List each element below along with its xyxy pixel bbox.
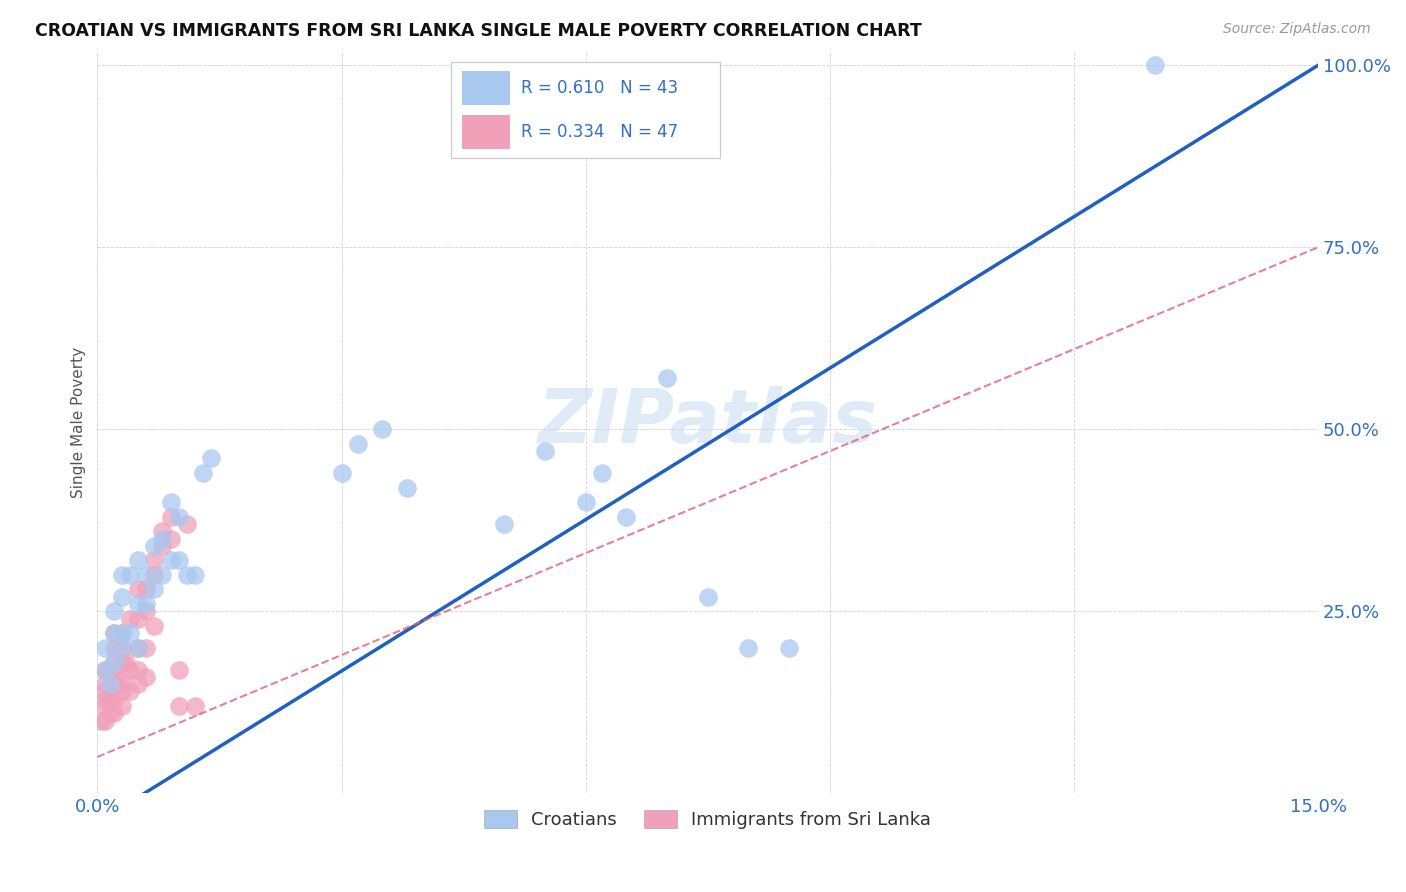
Immigrants from Sri Lanka — [118, 612, 141, 626]
Immigrants from Sri Lanka — [127, 677, 149, 691]
Croatians — [371, 422, 394, 436]
Croatians — [135, 597, 157, 611]
Immigrants from Sri Lanka — [152, 524, 174, 539]
Croatians — [103, 604, 125, 618]
Immigrants from Sri Lanka — [167, 698, 190, 713]
Croatians — [159, 553, 181, 567]
Immigrants from Sri Lanka — [118, 663, 141, 677]
Croatians — [1144, 58, 1167, 72]
Croatians — [737, 640, 759, 655]
Legend: Croatians, Immigrants from Sri Lanka: Croatians, Immigrants from Sri Lanka — [477, 803, 938, 837]
Immigrants from Sri Lanka — [94, 684, 117, 698]
Immigrants from Sri Lanka — [111, 670, 134, 684]
Immigrants from Sri Lanka — [98, 706, 121, 721]
Immigrants from Sri Lanka — [94, 677, 117, 691]
Croatians — [143, 582, 166, 597]
Croatians — [94, 640, 117, 655]
Immigrants from Sri Lanka — [94, 714, 117, 728]
Text: Source: ZipAtlas.com: Source: ZipAtlas.com — [1223, 22, 1371, 37]
Immigrants from Sri Lanka — [103, 691, 125, 706]
Croatians — [330, 466, 353, 480]
Immigrants from Sri Lanka — [135, 604, 157, 618]
Croatians — [127, 640, 149, 655]
Immigrants from Sri Lanka — [90, 714, 112, 728]
Immigrants from Sri Lanka — [111, 684, 134, 698]
Immigrants from Sri Lanka — [127, 582, 149, 597]
Text: CROATIAN VS IMMIGRANTS FROM SRI LANKA SINGLE MALE POVERTY CORRELATION CHART: CROATIAN VS IMMIGRANTS FROM SRI LANKA SI… — [35, 22, 922, 40]
Croatians — [655, 371, 678, 385]
Croatians — [575, 495, 598, 509]
Immigrants from Sri Lanka — [111, 698, 134, 713]
Croatians — [176, 568, 198, 582]
Immigrants from Sri Lanka — [176, 516, 198, 531]
Croatians — [200, 451, 222, 466]
Croatians — [152, 568, 174, 582]
Immigrants from Sri Lanka — [111, 626, 134, 640]
Croatians — [143, 539, 166, 553]
Immigrants from Sri Lanka — [111, 655, 134, 669]
Croatians — [127, 597, 149, 611]
Immigrants from Sri Lanka — [94, 691, 117, 706]
Croatians — [494, 516, 516, 531]
Croatians — [591, 466, 613, 480]
Immigrants from Sri Lanka — [107, 677, 129, 691]
Immigrants from Sri Lanka — [114, 655, 136, 669]
Immigrants from Sri Lanka — [118, 684, 141, 698]
Immigrants from Sri Lanka — [111, 640, 134, 655]
Immigrants from Sri Lanka — [103, 677, 125, 691]
Immigrants from Sri Lanka — [103, 663, 125, 677]
Immigrants from Sri Lanka — [143, 568, 166, 582]
Croatians — [127, 553, 149, 567]
Croatians — [696, 590, 718, 604]
Croatians — [111, 568, 134, 582]
Croatians — [118, 568, 141, 582]
Croatians — [118, 626, 141, 640]
Immigrants from Sri Lanka — [135, 582, 157, 597]
Croatians — [94, 663, 117, 677]
Croatians — [98, 677, 121, 691]
Immigrants from Sri Lanka — [103, 655, 125, 669]
Immigrants from Sri Lanka — [159, 532, 181, 546]
Y-axis label: Single Male Poverty: Single Male Poverty — [72, 346, 86, 498]
Croatians — [111, 626, 134, 640]
Croatians — [159, 495, 181, 509]
Immigrants from Sri Lanka — [103, 706, 125, 721]
Croatians — [167, 509, 190, 524]
Croatians — [135, 568, 157, 582]
Immigrants from Sri Lanka — [103, 626, 125, 640]
Croatians — [111, 590, 134, 604]
Immigrants from Sri Lanka — [94, 663, 117, 677]
Immigrants from Sri Lanka — [143, 619, 166, 633]
Immigrants from Sri Lanka — [94, 698, 117, 713]
Immigrants from Sri Lanka — [98, 691, 121, 706]
Croatians — [184, 568, 207, 582]
Croatians — [778, 640, 800, 655]
Immigrants from Sri Lanka — [184, 698, 207, 713]
Immigrants from Sri Lanka — [143, 553, 166, 567]
Text: ZIPatlas: ZIPatlas — [537, 385, 877, 458]
Croatians — [103, 626, 125, 640]
Immigrants from Sri Lanka — [127, 640, 149, 655]
Croatians — [191, 466, 214, 480]
Immigrants from Sri Lanka — [159, 509, 181, 524]
Immigrants from Sri Lanka — [135, 640, 157, 655]
Croatians — [103, 655, 125, 669]
Immigrants from Sri Lanka — [127, 612, 149, 626]
Croatians — [614, 509, 637, 524]
Immigrants from Sri Lanka — [103, 640, 125, 655]
Croatians — [111, 640, 134, 655]
Immigrants from Sri Lanka — [135, 670, 157, 684]
Immigrants from Sri Lanka — [127, 663, 149, 677]
Croatians — [167, 553, 190, 567]
Immigrants from Sri Lanka — [152, 539, 174, 553]
Croatians — [152, 532, 174, 546]
Immigrants from Sri Lanka — [167, 663, 190, 677]
Croatians — [395, 481, 418, 495]
Croatians — [534, 444, 557, 458]
Croatians — [346, 437, 368, 451]
